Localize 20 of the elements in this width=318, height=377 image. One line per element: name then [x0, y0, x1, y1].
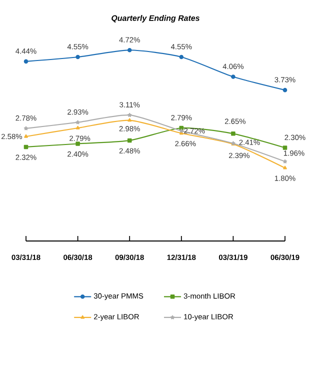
point: [127, 48, 132, 52]
point: [231, 74, 236, 79]
point: [24, 144, 28, 150]
point: [127, 138, 132, 143]
point: [76, 142, 80, 146]
point: [282, 159, 288, 164]
point: [24, 126, 28, 130]
point: [179, 128, 184, 133]
point: [282, 146, 288, 150]
point: [128, 112, 132, 117]
point: [24, 59, 28, 64]
point: [128, 118, 132, 122]
point: [231, 132, 236, 136]
point: [76, 54, 80, 60]
point: [76, 120, 80, 124]
point: [282, 88, 288, 92]
point: [76, 126, 80, 130]
point: [179, 54, 184, 60]
point: [24, 134, 28, 138]
point: [283, 166, 287, 170]
